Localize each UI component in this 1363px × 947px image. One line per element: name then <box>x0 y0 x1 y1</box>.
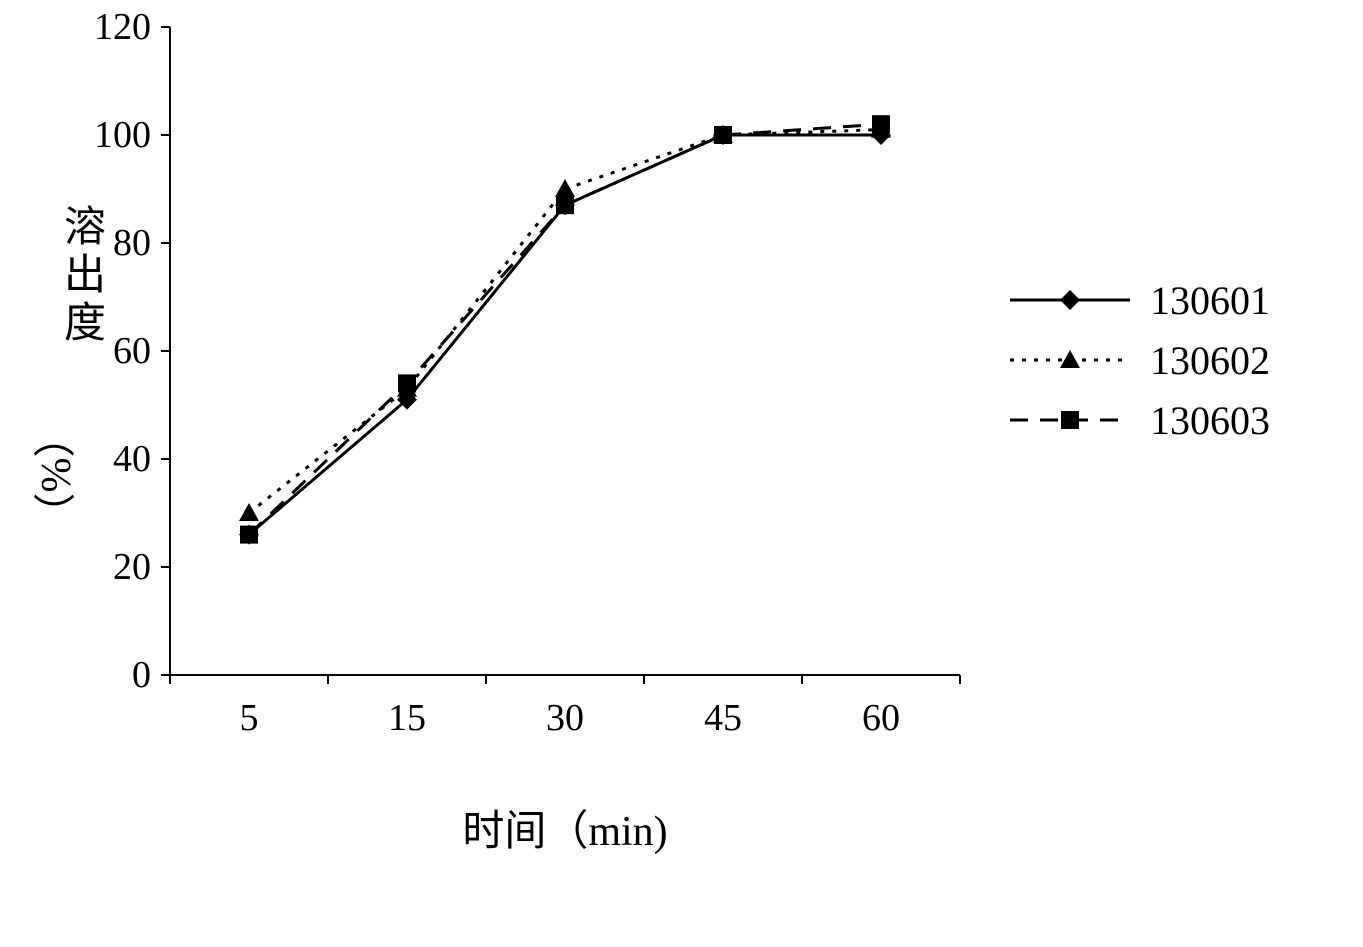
svg-text:30: 30 <box>546 697 584 739</box>
svg-text:0: 0 <box>132 654 151 696</box>
svg-text:度: 度 <box>64 301 106 347</box>
svg-text:60: 60 <box>113 330 151 372</box>
svg-text:60: 60 <box>862 697 900 739</box>
svg-text:120: 120 <box>94 6 151 48</box>
svg-text:100: 100 <box>94 114 151 156</box>
svg-text:（%）: （%） <box>34 416 80 535</box>
svg-text:130602: 130602 <box>1150 338 1270 383</box>
svg-text:40: 40 <box>113 438 151 480</box>
dissolution-chart: 0 20 40 60 80 100 120 5 15 30 45 60 溶出度 （%） 时间（min) 130… <box>0 0 1363 947</box>
svg-text:15: 15 <box>388 697 426 739</box>
svg-text:时间（min): 时间（min) <box>462 809 667 855</box>
svg-text:130601: 130601 <box>1150 278 1270 323</box>
svg-text:5: 5 <box>240 697 259 739</box>
svg-text:45: 45 <box>704 697 742 739</box>
svg-text:溶: 溶 <box>64 204 106 251</box>
svg-text:130603: 130603 <box>1150 398 1270 443</box>
chart-svg: 0 20 40 60 80 100 120 5 15 30 45 60 溶出度 （%） 时间（min) 130… <box>0 0 1363 947</box>
svg-text:出: 出 <box>64 253 106 299</box>
svg-text:20: 20 <box>113 546 151 588</box>
svg-text:80: 80 <box>113 222 151 264</box>
